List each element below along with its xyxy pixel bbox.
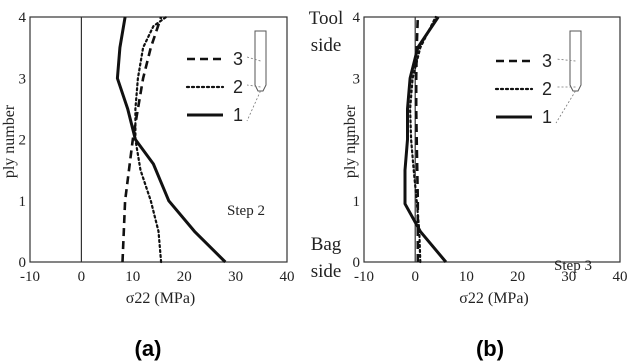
plot-frame — [29, 16, 288, 263]
y-axis-label: ply number — [1, 104, 18, 178]
tool-side-label: Tool — [309, 8, 344, 29]
schematic-leader-line — [555, 58, 576, 62]
y-tick-label: 4 — [353, 10, 361, 26]
laminate-schematic-icon — [254, 30, 267, 92]
y-tick-label: 3 — [19, 71, 27, 87]
y-tick-label: 0 — [19, 255, 27, 271]
legend-label-3: 3 — [233, 49, 243, 69]
legend-label-1: 1 — [542, 107, 552, 127]
series-line-1 — [403, 16, 448, 263]
legend-label-1: 1 — [233, 105, 243, 125]
y-tick-label: 2 — [353, 133, 361, 149]
series-line-2 — [409, 15, 437, 264]
panel-label: (b) — [476, 336, 504, 361]
legend-label-3: 3 — [542, 51, 552, 71]
step-annotation: Step 3 — [554, 258, 592, 274]
x-tick-label: 20 — [177, 269, 192, 285]
x-axis-label: σ22 (MPa) — [126, 290, 196, 307]
x-tick-label: 20 — [510, 269, 525, 285]
x-tick-label: 10 — [459, 269, 474, 285]
y-tick-label: 0 — [353, 255, 361, 271]
x-axis-label: σ22 (MPa) — [459, 290, 529, 307]
legend-label-2: 2 — [233, 77, 243, 97]
y-axis-label: ply number — [342, 104, 359, 178]
tool-side-label: side — [311, 35, 342, 56]
x-tick-label: -10 — [20, 269, 40, 285]
plot-frame — [363, 16, 621, 263]
bag-side-label: Bag — [311, 234, 342, 255]
y-tick-label: 1 — [353, 194, 361, 210]
x-tick-label: 10 — [125, 269, 140, 285]
schematic-leader-line — [555, 90, 576, 124]
series-line-1 — [115, 16, 227, 264]
x-tick-label: 40 — [280, 269, 295, 285]
schematic-leader-line — [246, 56, 261, 62]
x-tick-label: 0 — [78, 269, 86, 285]
series-line-2 — [134, 15, 168, 264]
x-tick-label: 0 — [411, 269, 419, 285]
laminate-schematic-icon — [569, 30, 582, 92]
bag-side-label: side — [311, 261, 342, 282]
step-annotation: Step 2 — [227, 203, 265, 219]
x-tick-label: 40 — [613, 269, 628, 285]
y-tick-label: 1 — [19, 194, 27, 210]
x-tick-label: -10 — [354, 269, 374, 285]
x-tick-label: 30 — [561, 269, 576, 285]
x-tick-label: 30 — [228, 269, 243, 285]
schematic-leader-line — [246, 84, 261, 88]
y-tick-label: 4 — [19, 10, 27, 26]
y-tick-label: 2 — [19, 133, 27, 149]
y-tick-label: 3 — [353, 71, 361, 87]
schematic-leader-line — [246, 90, 261, 122]
panel-label: (a) — [135, 336, 162, 361]
legend-label-2: 2 — [542, 79, 552, 99]
